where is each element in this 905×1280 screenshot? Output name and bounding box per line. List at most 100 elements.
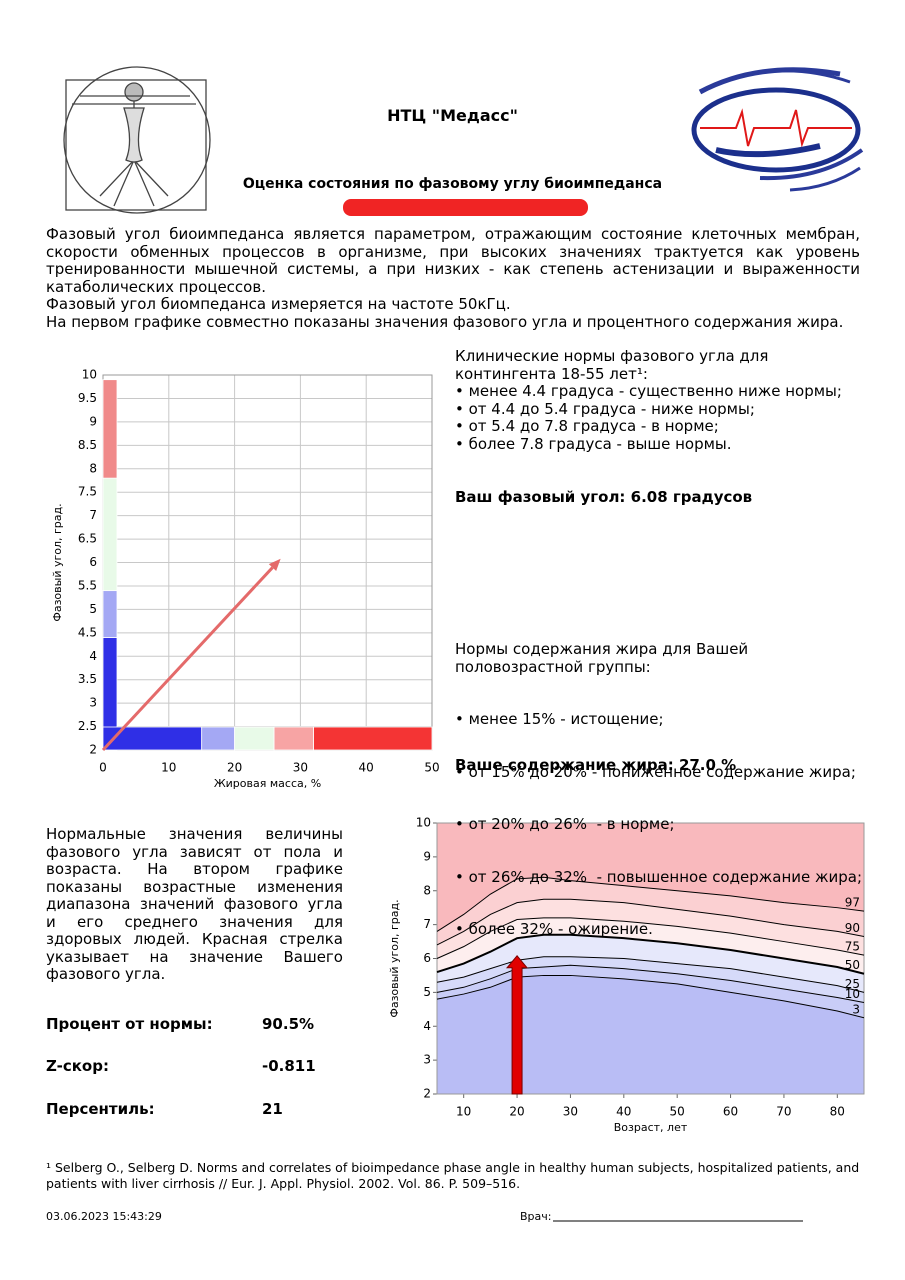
subtitle: Оценка состояния по фазовому углу биоимп… <box>242 176 663 192</box>
y-tick-label: 3 <box>423 1053 431 1067</box>
item: • от 5.4 до 7.8 градуса - в норме; <box>455 417 719 435</box>
y-tick-label: 6 <box>89 555 97 569</box>
x-tick-label: 10 <box>161 761 176 775</box>
band-fill <box>437 877 864 945</box>
item: • более 32% - ожирение. <box>455 920 653 938</box>
phase-norms: Клинические нормы фазового угла для конт… <box>455 347 865 453</box>
y-tick-label: 5.5 <box>78 578 97 592</box>
y-tick-label: 7 <box>423 917 431 931</box>
stat-value: -0.811 <box>262 1057 316 1075</box>
x-tick-label: 40 <box>616 1105 631 1119</box>
y-zone <box>102 590 118 638</box>
fat-norms: Нормы содержания жира для Вашей половозр… <box>455 606 863 956</box>
y-tick-label: 8.5 <box>78 438 97 452</box>
stat-label: Z-скор: <box>46 1057 109 1075</box>
series-label: 10 <box>845 987 860 1001</box>
y-tick-label: 7.5 <box>78 485 97 499</box>
series-label: 3 <box>852 1002 860 1016</box>
band-fill <box>437 823 864 932</box>
y-tick-label: 7 <box>89 508 97 522</box>
x-tick-label: 0 <box>99 761 107 775</box>
y-tick-label: 3.5 <box>78 672 97 686</box>
y-zone <box>102 477 118 592</box>
stat-value: 90.5% <box>262 1015 315 1033</box>
x-tick-label: 80 <box>830 1105 845 1119</box>
y-tick-label: 4 <box>423 1019 431 1033</box>
series-label: 50 <box>845 958 860 972</box>
intro: Фазовый угол биоимпеданса является парам… <box>46 225 860 331</box>
percentile-line <box>436 974 865 1019</box>
percentile-line <box>436 917 865 959</box>
x-tick-label: 10 <box>456 1105 471 1119</box>
age-note: Нормальные значения величины фазового уг… <box>46 825 343 983</box>
x-tick-label: 20 <box>509 1105 524 1119</box>
x-tick-label: 30 <box>293 761 308 775</box>
x-tick-label: 70 <box>776 1105 791 1119</box>
fat-result: Ваше содержание жира: 27.0 % <box>455 756 737 774</box>
y-tick-label: 9.5 <box>78 391 97 405</box>
stat-value: 21 <box>262 1100 283 1118</box>
band-fill <box>437 917 864 974</box>
stat-label: Процент от нормы: <box>46 1015 213 1033</box>
medass-logo <box>691 67 864 192</box>
paragraph: На первом графике совместно показаны зна… <box>46 312 844 331</box>
x-tick-label: 50 <box>670 1105 685 1119</box>
heading: Клинические нормы фазового угла для конт… <box>455 347 769 383</box>
x-zone <box>313 726 433 751</box>
paragraph: Фазовый угол биоимпеданса является парам… <box>46 225 860 296</box>
x-tick-label: 20 <box>227 761 242 775</box>
y-tick-label: 9 <box>89 414 97 428</box>
series-label: 90 <box>845 921 860 935</box>
y-tick-label: 5 <box>423 985 431 999</box>
arrow-shaft <box>101 566 274 752</box>
x-tick-label: 30 <box>563 1105 578 1119</box>
date: 03.06.2023 15:43:29 <box>46 1210 162 1223</box>
x-zone <box>234 726 275 751</box>
x-axis-label: Жировая масса, % <box>214 777 321 790</box>
pointer-arrow <box>101 558 281 752</box>
x-zone <box>273 726 314 751</box>
band-fill <box>437 975 864 1094</box>
x-tick-label: 40 <box>359 761 374 775</box>
phase-result: Ваш фазовый угол: 6.08 градусов <box>455 488 753 506</box>
percentile-line <box>436 964 865 1004</box>
percentile-line <box>436 933 865 975</box>
band-fill <box>437 934 864 993</box>
band-fill <box>437 956 864 1003</box>
paragraph: Фазовый угол биомпеданса измеряется на ч… <box>46 295 511 313</box>
series-label: 25 <box>845 977 860 991</box>
y-tick-label: 2 <box>423 1087 431 1101</box>
y-tick-label: 2 <box>89 743 97 757</box>
y-tick-label: 9 <box>423 849 431 863</box>
y-tick-label: 6.5 <box>78 532 97 546</box>
heading: Нормы содержания жира для Вашей половозр… <box>455 640 753 676</box>
signature-label: Врач: <box>520 1210 552 1223</box>
percentile-line <box>436 898 865 946</box>
age-arrow <box>505 955 529 1095</box>
x-tick-label: 60 <box>723 1105 738 1119</box>
series-label: 97 <box>845 896 860 910</box>
y-tick-label: 8 <box>423 883 431 897</box>
band-fill <box>437 965 864 1018</box>
y-tick-label: 6 <box>423 951 431 965</box>
x-axis-label: Возраст, лет <box>614 1121 688 1134</box>
item: • от 15% до 20% - пониженное содержание … <box>455 762 856 781</box>
stat-label: Персентиль: <box>46 1100 155 1118</box>
item: • менее 4.4 градуса - существенно ниже н… <box>455 382 842 400</box>
title: НТЦ "Медасс" <box>387 106 518 125</box>
vitruvian-logo <box>63 66 211 214</box>
x-zone <box>201 726 235 751</box>
y-tick-label: 10 <box>416 816 431 830</box>
y-tick-label: 3 <box>89 696 97 710</box>
item: • от 26% до 32% - повышенное содержание … <box>455 867 863 886</box>
y-axis-label: Фазовый угол, град. <box>51 503 64 621</box>
y-tick-label: 10 <box>82 368 97 382</box>
item: • более 7.8 градуса - выше нормы. <box>455 434 732 453</box>
series-label: 75 <box>845 940 860 954</box>
item: • менее 15% - истощение; <box>455 710 664 728</box>
item: • от 4.4 до 5.4 градуса - ниже нормы; <box>455 399 755 418</box>
percentile-line <box>436 956 865 993</box>
band-fill <box>437 899 864 959</box>
